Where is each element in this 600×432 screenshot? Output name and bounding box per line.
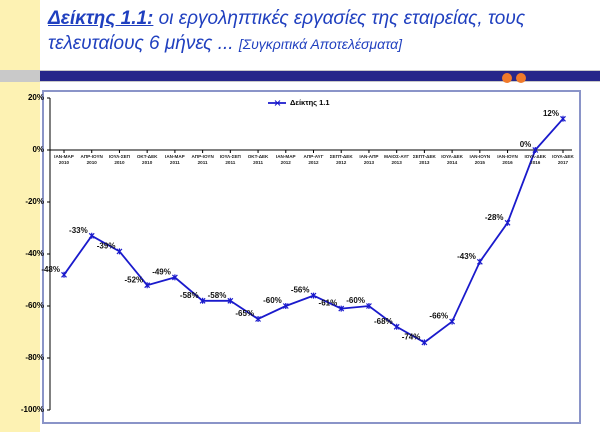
value-label: -60% bbox=[346, 296, 365, 305]
y-tick-label: -80% bbox=[25, 353, 44, 362]
marker bbox=[449, 318, 456, 325]
x-tick-label: ΟΚΤ-ΔΕΚ 2010 bbox=[136, 154, 158, 165]
value-label: -39% bbox=[97, 242, 116, 251]
x-tick-label: ΟΚΤ-ΔΕΚ 2011 bbox=[247, 154, 269, 165]
value-label: -66% bbox=[429, 312, 448, 321]
plot-frame bbox=[42, 90, 581, 424]
value-label: -49% bbox=[152, 268, 171, 277]
marker bbox=[338, 305, 345, 312]
x-tick-label: ΣΕΠΤ-ΔΕΚ 2012 bbox=[329, 154, 353, 165]
x-tick-label: ΙΑΝ-ΙΟΥΝ 2016 bbox=[497, 154, 518, 165]
marker bbox=[227, 297, 234, 304]
dot bbox=[502, 73, 512, 83]
marker bbox=[393, 323, 400, 330]
header-bar bbox=[40, 71, 600, 81]
value-label: -65% bbox=[235, 309, 254, 318]
title-label: Δείκτης 1.1: bbox=[48, 8, 154, 29]
x-tick-label: ΙΟΥΛ-ΣΕΠ 2010 bbox=[108, 154, 130, 165]
x-tick-label: ΙΑΝ-ΜΑΡ 2011 bbox=[165, 154, 185, 165]
title: Δείκτης 1.1: οι εργοληπτικές εργασίες τη… bbox=[48, 6, 593, 57]
dot bbox=[516, 73, 526, 83]
marker bbox=[476, 258, 483, 265]
x-tick-label: ΑΠΡ-ΙΟΥΝ 2010 bbox=[80, 154, 103, 165]
marker bbox=[282, 303, 289, 309]
marker bbox=[310, 292, 317, 299]
x-tick-label: ΙΑΝ-ΑΠΡ 2013 bbox=[359, 154, 379, 165]
marker bbox=[88, 232, 95, 239]
value-label: 12% bbox=[543, 109, 559, 118]
marker bbox=[171, 274, 178, 281]
marker bbox=[255, 316, 261, 322]
legend-marker bbox=[274, 100, 281, 106]
marker bbox=[366, 303, 372, 309]
x-tick-label: ΑΠΡ-ΑΥΓ 2012 bbox=[303, 154, 324, 165]
y-tick-label: -100% bbox=[21, 405, 44, 414]
x-tick-label: ΙΟΥΛ-ΔΕΚ 2017 bbox=[552, 154, 574, 165]
value-label: 0% bbox=[520, 140, 532, 149]
marker bbox=[560, 115, 566, 122]
value-label: -33% bbox=[69, 226, 88, 235]
x-tick-label: ΙΑΝ-ΜΑΡ 2010 bbox=[54, 154, 74, 165]
value-label: -48% bbox=[41, 265, 60, 274]
x-tick-label: ΙΟΥΛ-ΔΕΚ 2014 bbox=[441, 154, 463, 165]
value-label: -58% bbox=[208, 291, 227, 300]
legend-label: Δείκτης 1.1 bbox=[290, 98, 330, 107]
side-stripe bbox=[0, 0, 40, 432]
value-label: -52% bbox=[124, 275, 143, 284]
marker bbox=[116, 248, 123, 255]
title-text: οι εργοληπτικές εργασίες της εταιρείας, … bbox=[48, 8, 526, 54]
marker bbox=[199, 297, 206, 304]
y-tick-label: -60% bbox=[25, 301, 44, 310]
subtitle: [Συγκριτικά Αποτελέσματα] bbox=[238, 36, 402, 52]
x-tick-label: ΙΑΝ-ΜΑΡ 2012 bbox=[275, 154, 296, 165]
value-label: -61% bbox=[319, 299, 338, 308]
y-tick-label: 20% bbox=[28, 93, 44, 102]
marker bbox=[504, 219, 511, 226]
x-tick-label: ΜΑΙΟΣ-ΑΥΓ 2013 bbox=[384, 154, 410, 165]
value-label: -43% bbox=[457, 252, 476, 261]
x-tick-label: ΣΕΠΤ-ΔΕΚ 2013 bbox=[412, 154, 436, 165]
value-label: -58% bbox=[180, 291, 199, 300]
y-tick-label: -20% bbox=[25, 197, 44, 206]
value-label: -28% bbox=[485, 213, 504, 222]
y-tick-label: 0% bbox=[32, 145, 44, 154]
x-tick-label: ΙΟΥΛ-ΣΕΠ 2011 bbox=[219, 154, 241, 165]
marker bbox=[144, 282, 151, 289]
x-tick-label: ΙΑΝ-ΙΟΥΝ 2015 bbox=[469, 154, 491, 165]
marker bbox=[532, 147, 539, 153]
value-label: -60% bbox=[263, 296, 282, 305]
x-tick-label: ΙΟΥΛ-ΔΕΚ 2016 bbox=[524, 154, 547, 165]
marker bbox=[421, 339, 428, 346]
value-label: -74% bbox=[402, 333, 421, 342]
y-tick-label: -40% bbox=[25, 249, 44, 258]
marker bbox=[61, 271, 67, 278]
value-label: -68% bbox=[374, 317, 393, 326]
x-tick-label: ΑΠΡ-ΙΟΥΝ 2011 bbox=[191, 154, 214, 165]
value-label: -56% bbox=[291, 286, 310, 295]
